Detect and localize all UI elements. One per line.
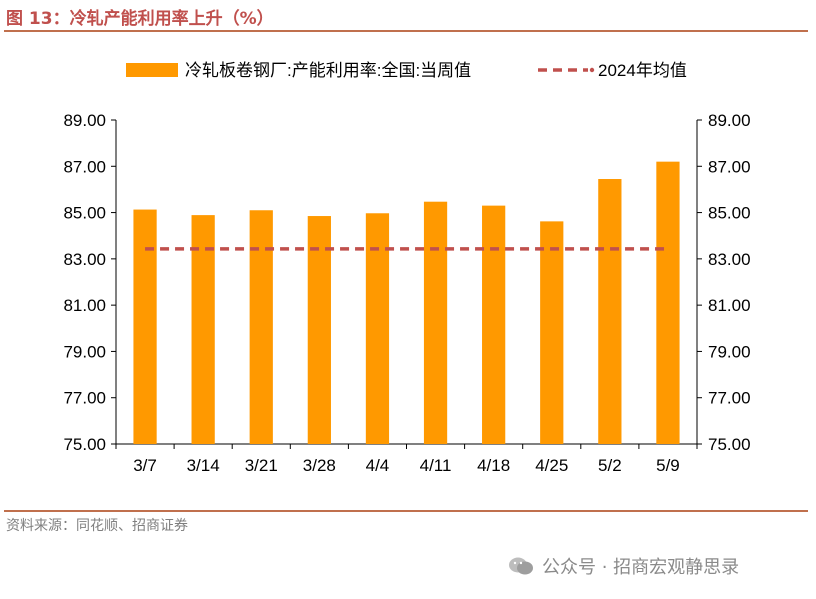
footer-divider: [4, 510, 808, 512]
x-tick-label: 5/9: [656, 456, 680, 475]
y-tick-label-right: 81.00: [708, 296, 751, 315]
bar: [365, 213, 390, 444]
bar: [249, 210, 273, 444]
y-tick-label-right: 85.00: [708, 204, 751, 223]
y-tick-label-left: 83.00: [63, 250, 106, 269]
y-tick-label-left: 87.00: [63, 157, 106, 176]
y-tick-label-right: 75.00: [708, 435, 751, 454]
figure-title: 图 13：冷轧产能利用率上升（%）: [6, 9, 274, 29]
y-tick-label-right: 83.00: [708, 250, 751, 269]
x-tick-label: 4/4: [366, 456, 390, 475]
x-tick-label: 3/7: [133, 456, 157, 475]
bar: [423, 201, 448, 444]
y-tick-label-right: 77.00: [708, 389, 751, 408]
bar: [133, 209, 157, 444]
legend-line-label: 2024年均值: [598, 61, 687, 80]
y-tick-label-right: 87.00: [708, 157, 751, 176]
x-tick-label: 4/11: [420, 456, 452, 475]
legend-bar-label: 冷轧板卷钢厂:产能利用率:全国:当周值: [185, 61, 471, 80]
legend-line-dot: [589, 67, 595, 73]
y-tick-label-right: 89.00: [708, 111, 751, 130]
y-tick-label-left: 89.00: [63, 111, 106, 130]
bar: [482, 205, 506, 444]
bar: [307, 216, 331, 444]
bar: [656, 161, 680, 444]
y-tick-label-left: 81.00: [63, 296, 106, 315]
x-tick-label: 3/14: [187, 456, 220, 475]
bar-chart: 75.00 77.00 79.00 81.00 83.00 85.00 87.00 89.00…: [63, 61, 751, 475]
x-tick-label: 3/28: [303, 456, 336, 475]
watermark-text: 公众号 · 招商宏观静思录: [542, 557, 740, 578]
y-tick-label-left: 77.00: [63, 389, 106, 408]
wechat-icon: [509, 557, 533, 575]
y-tick-label-right: 79.00: [708, 342, 751, 361]
bar: [191, 215, 215, 444]
x-tick-label: 4/18: [477, 456, 510, 475]
x-tick-label: 5/2: [598, 456, 622, 475]
watermark: 公众号 · 招商宏观静思录: [508, 553, 739, 579]
x-tick-label: 3/21: [245, 456, 278, 475]
legend-bar-swatch: [126, 63, 178, 77]
source-note: 资料来源：同花顺、招商证券: [6, 518, 188, 534]
x-tick-label: 4/25: [535, 456, 568, 475]
bar: [540, 221, 564, 444]
title-divider: [4, 30, 808, 32]
y-tick-label-left: 75.00: [63, 435, 106, 454]
bar: [598, 179, 622, 444]
y-tick-label-left: 79.00: [63, 342, 106, 361]
y-tick-label-left: 85.00: [63, 204, 106, 223]
